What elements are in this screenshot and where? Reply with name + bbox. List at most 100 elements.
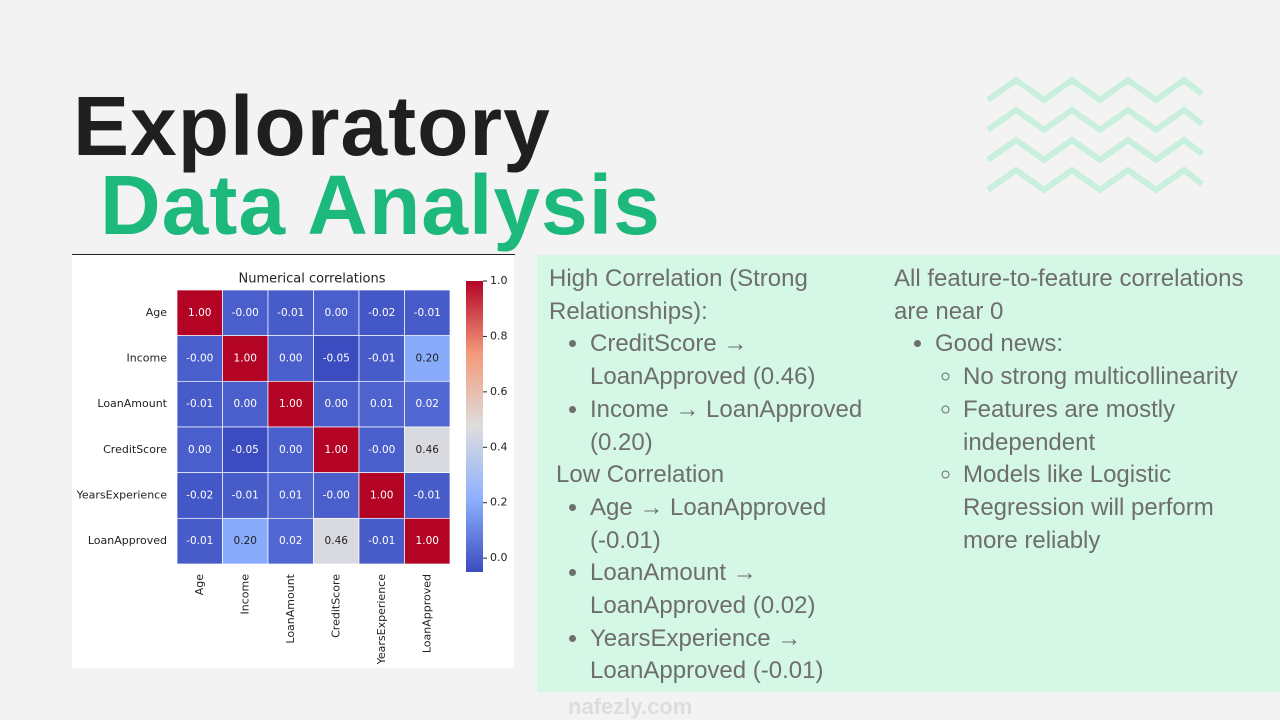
- x-tick-label: YearsExperience: [375, 574, 388, 666]
- y-tick-label: CreditScore: [103, 443, 167, 456]
- x-tick-label: CreditScore: [329, 574, 342, 638]
- x-tick-label: Age: [193, 574, 206, 596]
- cell-label: 0.46: [416, 444, 440, 456]
- y-tick-label: LoanAmount: [97, 397, 167, 410]
- heatmap-cell: [358, 517, 405, 565]
- heatmap-cell: [267, 380, 314, 428]
- decoration: [986, 76, 1204, 194]
- heatmap-cell: [267, 426, 314, 474]
- heatmap-cell: [358, 380, 405, 428]
- y-tick-label: YearsExperience: [76, 489, 168, 502]
- colorbar-tick-label: 0.8: [490, 329, 508, 342]
- heatmap-cell: [267, 472, 314, 519]
- heatmap-cell: [267, 335, 314, 382]
- cell-label: 0.46: [325, 535, 349, 547]
- cell-label: 1.00: [279, 398, 302, 410]
- note-bullet: Good news: No strong multicollinearityFe…: [935, 328, 1274, 557]
- cell-label: -0.05: [232, 444, 259, 456]
- chart-title: Numerical correlations: [239, 272, 386, 287]
- title: Exploratory: [73, 79, 551, 173]
- cell-label: 0.02: [279, 535, 302, 547]
- note-item: No strong multicollinearity: [963, 361, 1274, 394]
- title: Data Analysis: [100, 158, 661, 252]
- cell-label: 0.01: [370, 398, 393, 410]
- heatmap-cell: [222, 289, 269, 337]
- cell-label: -0.01: [414, 490, 441, 502]
- note-item: Age → LoanApproved (-0.01): [590, 492, 879, 557]
- notes-panel: High Correlation (Strong Relationships):…: [537, 255, 1280, 692]
- note-heading: Low Correlation: [556, 461, 725, 489]
- heatmap-cell: [176, 426, 223, 474]
- heatmap-cell: [404, 380, 451, 428]
- y-tick-label: LoanApproved: [88, 534, 167, 547]
- cell-label: -0.01: [277, 307, 304, 319]
- cell-label: -0.00: [186, 353, 213, 365]
- note-item: LoanAmount → LoanApproved (0.02): [590, 557, 879, 622]
- heatmap-cell: [222, 335, 269, 382]
- heatmap-cell: [358, 335, 405, 382]
- cell-label: 0.01: [279, 490, 302, 502]
- cell-label: 0.02: [416, 398, 439, 410]
- y-tick-label: Age: [146, 306, 168, 319]
- divider: [72, 254, 515, 255]
- note-heading: High Correlation (Strong Relationships):: [549, 265, 808, 325]
- heatmap-cell: [404, 335, 451, 382]
- note-list: CreditScore → LoanApproved (0.46)Income …: [549, 328, 879, 459]
- cell-label: 0.00: [279, 444, 302, 456]
- cell-label: 1.00: [234, 353, 257, 365]
- notes-right: All feature-to-feature correlations are …: [894, 263, 1274, 557]
- heatmap-cell: [176, 472, 223, 519]
- notes-left: High Correlation (Strong Relationships):…: [549, 263, 879, 688]
- note-text: Good news:: [935, 330, 1064, 358]
- cell-label: -0.01: [414, 307, 441, 319]
- colorbar: [466, 281, 483, 572]
- heatmap-cell: [222, 517, 269, 565]
- cell-label: -0.05: [323, 353, 350, 365]
- heatmap-cell: [404, 426, 451, 474]
- colorbar-tick-label: 0.0: [490, 551, 508, 564]
- cell-label: -0.00: [232, 307, 259, 319]
- heatmap-cell: [176, 380, 223, 428]
- heatmap-cell: [404, 517, 451, 565]
- heatmap-cell: [313, 472, 360, 519]
- heatmap-cell: [404, 472, 451, 519]
- note-item: YearsExperience → LoanApproved (-0.01): [590, 623, 879, 688]
- cell-label: -0.01: [368, 535, 395, 547]
- x-tick-label: LoanAmount: [284, 573, 297, 643]
- cell-label: 1.00: [416, 535, 439, 547]
- heatmap-cell: [313, 517, 360, 565]
- cell-label: -0.00: [323, 490, 350, 502]
- cell-label: -0.01: [368, 353, 395, 365]
- note-list: No strong multicollinearityFeatures are …: [935, 361, 1274, 557]
- cell-label: 0.00: [279, 353, 302, 365]
- note-item: Income → LoanApproved (0.20): [590, 394, 879, 459]
- colorbar-tick-label: 1.0: [490, 274, 508, 287]
- note-item: Models like Logistic Regression will per…: [963, 459, 1274, 557]
- heatmap-cell: [267, 517, 314, 565]
- note-item: Features are mostly independent: [963, 394, 1274, 459]
- colorbar-tick-label: 0.4: [490, 440, 508, 453]
- cell-label: 0.00: [325, 307, 348, 319]
- cell-label: -0.01: [232, 490, 259, 502]
- note-heading: All feature-to-feature correlations are …: [894, 265, 1244, 325]
- cell-label: 1.00: [325, 444, 348, 456]
- y-tick-label: Income: [127, 352, 168, 365]
- watermark: nafezly.com: [568, 694, 693, 719]
- x-tick-label: LoanApproved: [420, 574, 433, 653]
- cell-label: 1.00: [370, 490, 393, 502]
- cell-label: -0.01: [186, 535, 213, 547]
- chart: Numerical correlations 1.00 -0.00 -0.01 0.0…: [76, 272, 508, 666]
- cell-label: -0.01: [186, 398, 213, 410]
- note-item: CreditScore → LoanApproved (0.46): [590, 328, 879, 393]
- cell-label: 0.00: [325, 398, 348, 410]
- heatmap-cell: [222, 472, 269, 519]
- heatmap-cell: [222, 426, 269, 474]
- note-list: Age → LoanApproved (-0.01)LoanAmount → L…: [549, 492, 879, 688]
- cell-label: 0.00: [234, 398, 257, 410]
- heatmap-cell: [358, 426, 405, 474]
- cell-label: 0.00: [188, 444, 211, 456]
- chart-card: Numerical correlations 1.00 -0.00 -0.01 0.0…: [72, 255, 514, 668]
- colorbar-tick-label: 0.6: [490, 385, 508, 398]
- cell-label: 0.20: [234, 535, 257, 547]
